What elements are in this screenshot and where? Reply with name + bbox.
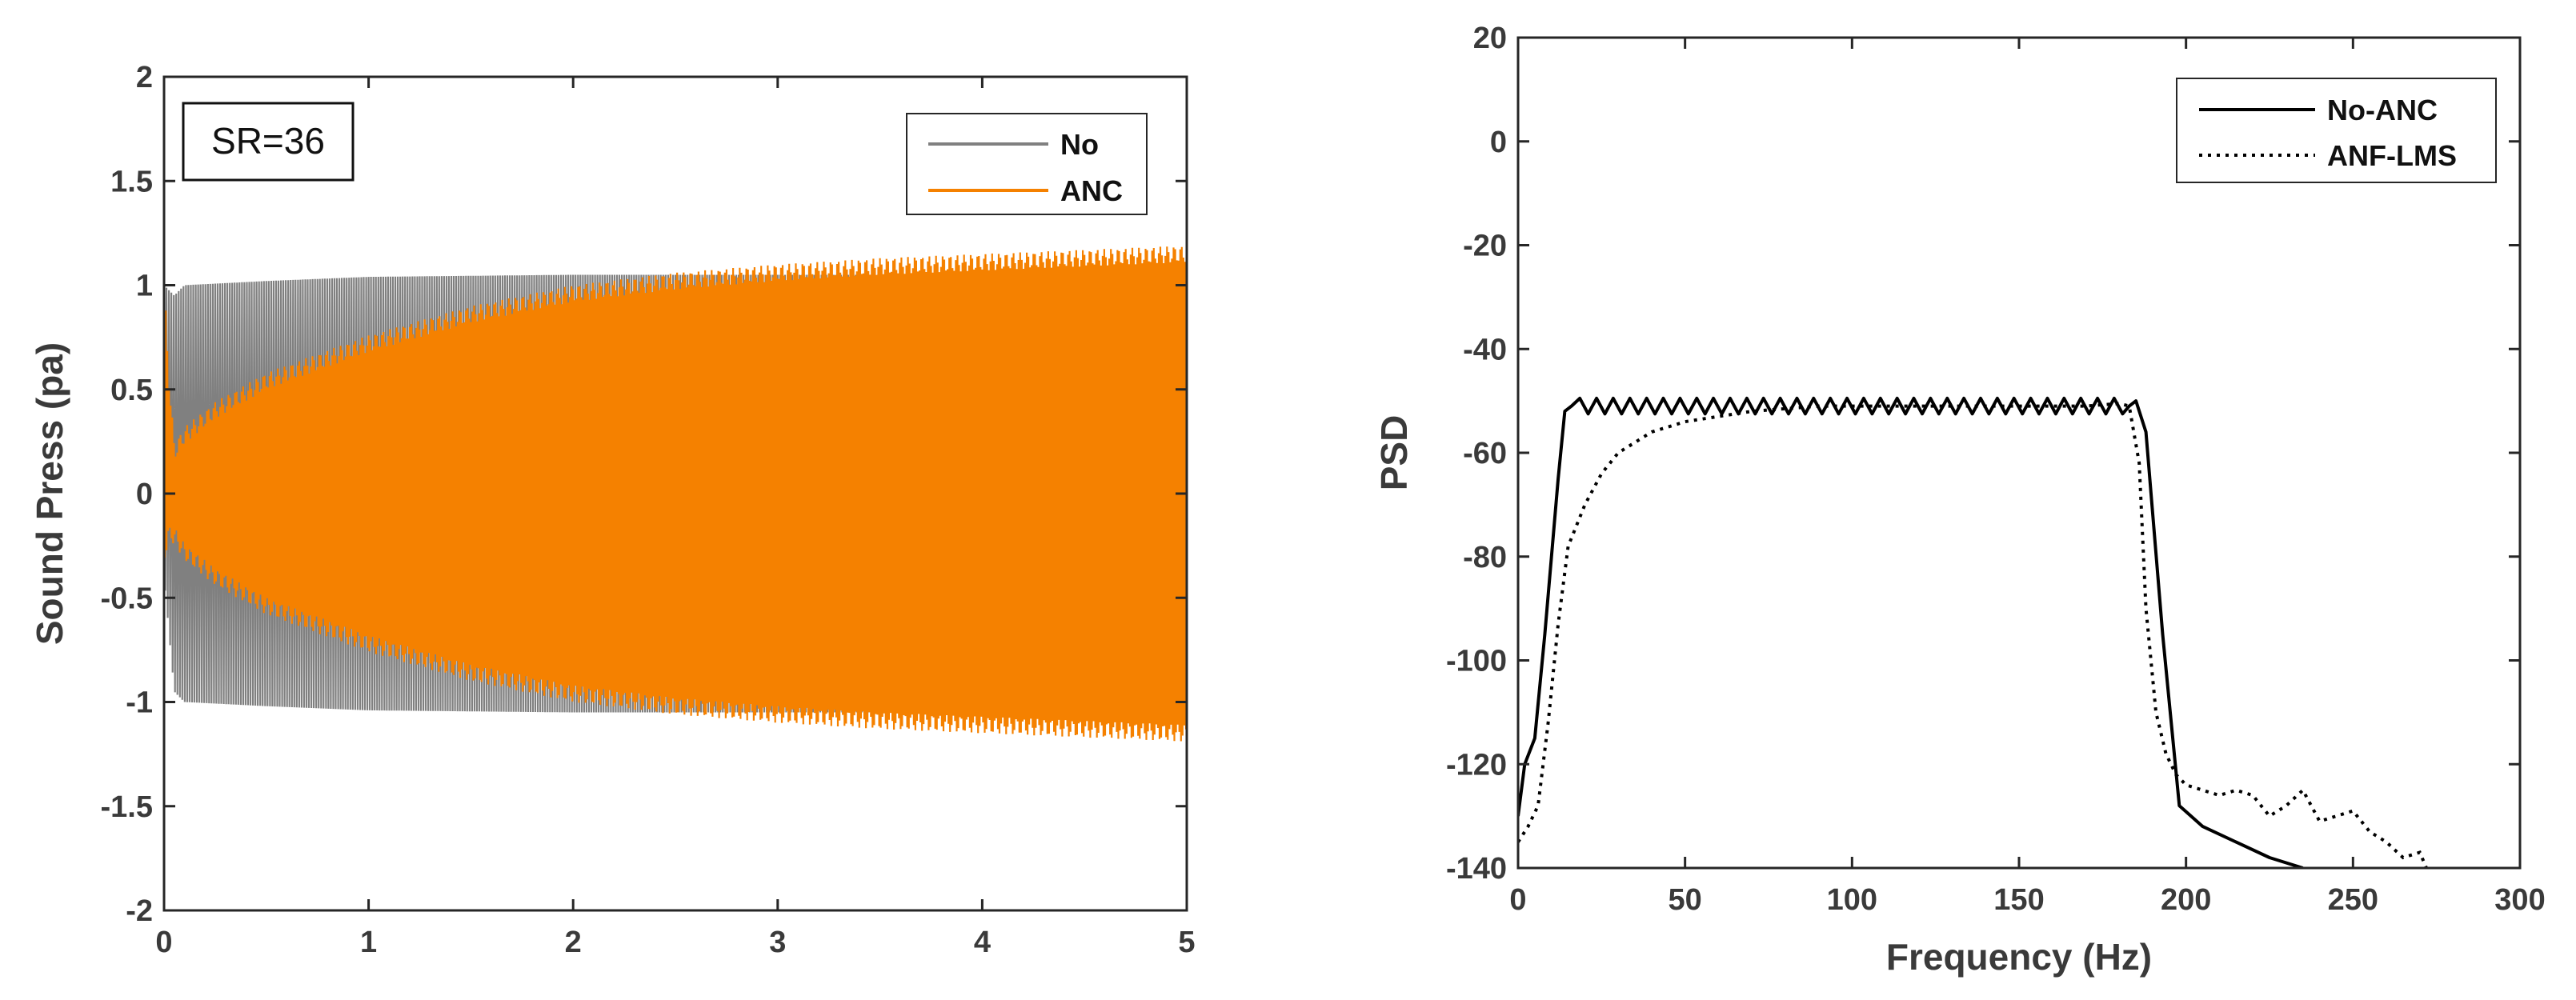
x-tick-label: 3	[769, 926, 786, 959]
y-tick-label: -80	[1463, 541, 1507, 574]
left-legend: No ANC	[906, 113, 1148, 215]
left-y-axis-title: Sound Press (pa)	[29, 342, 70, 645]
series-line-anc	[164, 246, 1187, 742]
left-plot-area	[164, 246, 1187, 742]
y-tick-label: 0	[1490, 126, 1507, 159]
x-tick-label: 0	[155, 926, 172, 959]
y-tick-label: 20	[1473, 22, 1507, 55]
x-tick-label: 250	[2328, 883, 2378, 917]
y-tick-label: -40	[1463, 333, 1507, 366]
series-line-no-anc	[1518, 396, 2304, 868]
left-axis-ticks: 0 1 2 3 4 5 2 1.5 1 0.5 0 -0.5 -1 -1.5 -2	[101, 61, 1196, 959]
legend-label-anf-lms: ANF-LMS	[2327, 139, 2457, 172]
y-tick-label: -140	[1446, 852, 1507, 886]
legend-label-no-anc: No-ANC	[2327, 94, 2438, 126]
y-tick-label: -20	[1463, 230, 1507, 263]
y-tick-label: -1	[126, 686, 153, 720]
sound-pressure-chart: 0 1 2 3 4 5 2 1.5 1 0.5 0 -0.5 -1 -1.5 -2 Sound Press …	[29, 61, 1196, 959]
y-tick-label: 1.5	[110, 165, 153, 198]
x-tick-label: 4	[974, 926, 991, 959]
legend-label-no: No	[1060, 128, 1099, 161]
y-tick-label: 2	[136, 61, 153, 94]
y-tick-label: -100	[1446, 645, 1507, 678]
legend-label-anc: ANC	[1060, 174, 1123, 207]
y-tick-label: 0.5	[110, 374, 153, 407]
right-legend: No-ANC ANF-LMS	[2176, 78, 2497, 183]
y-tick-label: -0.5	[101, 582, 153, 615]
y-tick-label: -2	[126, 894, 153, 928]
sr-annotation-text: SR=36	[211, 120, 325, 162]
y-tick-label: -60	[1463, 437, 1507, 470]
right-plot-area	[1518, 396, 2428, 868]
right-x-axis-title: Frequency (Hz)	[1886, 936, 2152, 978]
right-axis-ticks: 0 50 100 150 200 250 300200-20-40-60-80-100-12…	[1446, 22, 2546, 917]
y-tick-label: -120	[1446, 748, 1507, 782]
y-tick-label: -1.5	[101, 790, 153, 824]
sr-annotation-box: SR=36	[182, 102, 355, 182]
x-tick-label: 300	[2494, 883, 2545, 917]
y-tick-label: 0	[136, 478, 153, 511]
x-tick-label: 150	[1993, 883, 2044, 917]
x-tick-label: 50	[1669, 883, 1702, 917]
x-tick-label: 1	[360, 926, 377, 959]
series-line-anf-lms	[1518, 402, 2428, 868]
psd-chart: 0 50 100 150 200 250 300200-20-40-60-80-100-12…	[1373, 22, 2546, 978]
x-tick-label: 200	[2161, 883, 2211, 917]
x-tick-label: 100	[1827, 883, 1877, 917]
x-tick-label: 0	[1509, 883, 1526, 917]
x-tick-label: 2	[565, 926, 582, 959]
y-tick-label: 1	[136, 270, 153, 303]
right-y-axis-title: PSD	[1373, 415, 1415, 491]
x-tick-label: 5	[1178, 926, 1195, 959]
